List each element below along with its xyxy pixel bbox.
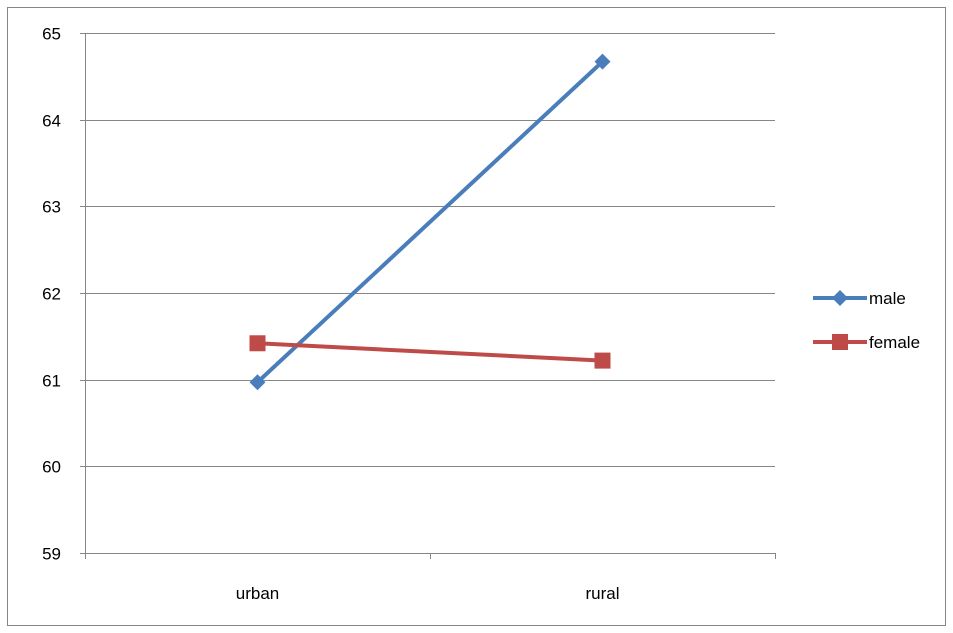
data-point-male (249, 374, 266, 391)
y-tick-label: 59 (42, 545, 61, 564)
data-point-male (594, 53, 611, 70)
data-point-female (249, 335, 266, 352)
y-tick-label: 62 (42, 285, 61, 304)
gridlines (85, 33, 775, 467)
legend-label-male: male (869, 289, 906, 308)
y-tick-label: 64 (42, 112, 61, 131)
legend: male female (813, 289, 920, 352)
chart-border (7, 7, 946, 626)
y-tick-label: 61 (42, 372, 61, 391)
data-point-female (594, 352, 611, 369)
y-tick-label: 65 (42, 25, 61, 44)
legend-label-female: female (869, 333, 920, 352)
axes: 59 60 61 62 63 64 65 urban rural (42, 25, 776, 603)
x-tick-label: urban (236, 584, 279, 603)
series-line-male (256, 60, 604, 384)
x-tick-label: rural (585, 584, 619, 603)
legend-marker-female (832, 334, 848, 350)
y-tick-label: 63 (42, 198, 61, 217)
series-line-female (257, 341, 603, 363)
legend-marker-male (832, 290, 848, 306)
series-lines (249, 53, 611, 391)
y-tick-label: 60 (42, 458, 61, 477)
